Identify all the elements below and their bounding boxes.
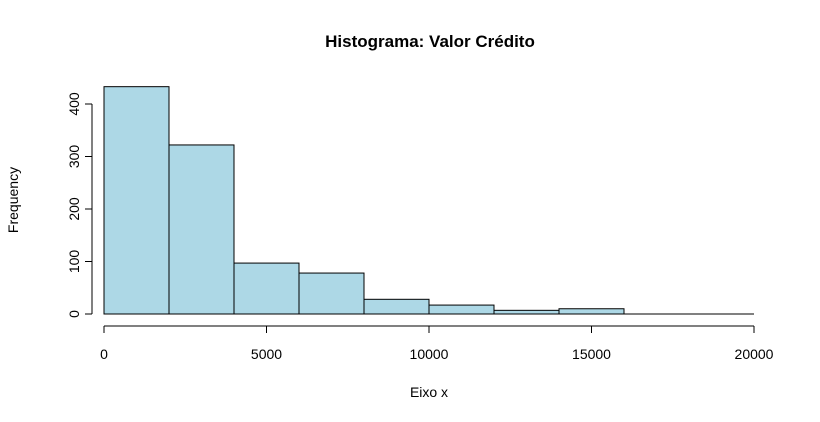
x-tick-label-3: 15000 xyxy=(572,346,611,362)
bars-group xyxy=(103,86,754,315)
x-tick-label-2: 10000 xyxy=(410,346,449,362)
histogram-bar-6 xyxy=(493,309,560,315)
y-tick-label-2: 200 xyxy=(66,197,82,221)
histogram-bar-2 xyxy=(233,262,300,315)
x-tick-label-1: 5000 xyxy=(251,346,282,362)
y-tick-label-1: 100 xyxy=(66,250,82,274)
y-tick-label-3: 300 xyxy=(66,145,82,169)
y-axis-label: Frequency xyxy=(5,167,21,233)
y-tick-label-4: 400 xyxy=(66,92,82,116)
histogram-bar-1 xyxy=(168,144,235,315)
chart-title: Histograma: Valor Crédito xyxy=(325,32,535,51)
histogram-bar-0 xyxy=(103,86,170,315)
histogram-bar-3 xyxy=(298,272,365,315)
histogram-bar-7 xyxy=(558,308,625,315)
x-tick-label-0: 0 xyxy=(100,346,108,362)
x-axis: 0 5000 10000 15000 20000 xyxy=(100,325,774,362)
y-tick-label-0: 0 xyxy=(66,310,82,318)
y-axis: 0 100 200 300 400 xyxy=(66,92,93,318)
histogram-bar-5 xyxy=(428,304,495,315)
x-axis-label: Eixo x xyxy=(410,384,448,400)
histogram-bar-4 xyxy=(363,298,430,315)
x-tick-label-4: 20000 xyxy=(735,346,774,362)
